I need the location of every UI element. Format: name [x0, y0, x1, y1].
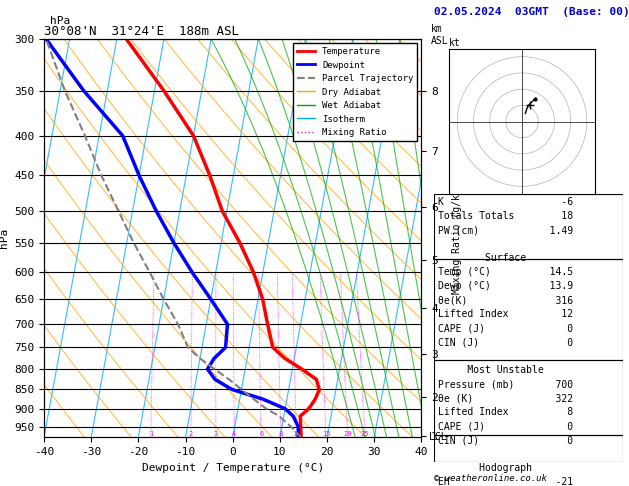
Text: 10: 10 [292, 432, 301, 437]
Text: 2: 2 [189, 432, 193, 437]
X-axis label: Dewpoint / Temperature (°C): Dewpoint / Temperature (°C) [142, 463, 324, 473]
Text: 15: 15 [322, 432, 330, 437]
Legend: Temperature, Dewpoint, Parcel Trajectory, Dry Adiabat, Wet Adiabat, Isotherm, Mi: Temperature, Dewpoint, Parcel Trajectory… [293, 43, 417, 141]
Text: © weatheronline.co.uk: © weatheronline.co.uk [434, 474, 547, 483]
Text: kt: kt [449, 38, 461, 48]
Text: LCL: LCL [429, 433, 447, 442]
Y-axis label: hPa: hPa [0, 228, 9, 248]
Text: 8: 8 [279, 432, 283, 437]
Text: 20: 20 [343, 432, 352, 437]
Text: K                    -6
Totals Totals        18
PW (cm)            1.49

       : K -6 Totals Totals 18 PW (cm) 1.49 [438, 197, 573, 486]
Text: 25: 25 [360, 432, 369, 437]
Text: 4: 4 [232, 432, 237, 437]
Text: 3: 3 [214, 432, 218, 437]
Text: Mixing Ratio (g/kg): Mixing Ratio (g/kg) [452, 182, 462, 294]
Text: hPa: hPa [50, 17, 70, 26]
Text: 30°08'N  31°24'E  188m ASL: 30°08'N 31°24'E 188m ASL [44, 25, 239, 38]
Text: km
ASL: km ASL [431, 24, 448, 46]
Text: 02.05.2024  03GMT  (Base: 00): 02.05.2024 03GMT (Base: 00) [434, 7, 629, 17]
Text: 1: 1 [148, 432, 153, 437]
Text: 6: 6 [259, 432, 264, 437]
